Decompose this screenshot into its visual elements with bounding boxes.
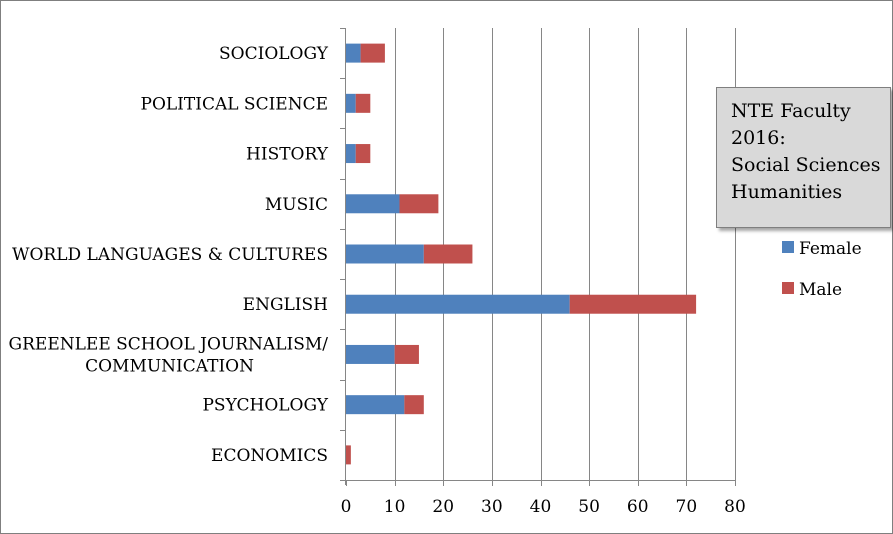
x-tick-label: 40 — [530, 497, 552, 517]
bar-female — [346, 194, 400, 214]
bar-male — [355, 93, 371, 113]
x-tick-label: 50 — [578, 497, 600, 517]
bar-female — [346, 93, 356, 113]
legend-label-male: Male — [799, 280, 842, 300]
x-tick-labels: 0 10 20 30 40 50 60 70 80 — [341, 497, 746, 517]
x-tick-label: 80 — [724, 497, 746, 517]
bars — [346, 43, 697, 465]
bar-male — [394, 344, 419, 364]
bar-male — [346, 445, 351, 465]
x-tick-label: 60 — [627, 497, 649, 517]
bar-female — [346, 43, 361, 63]
chart-title-line: NTE Faculty — [731, 100, 851, 122]
bar-female — [346, 144, 356, 164]
bar-female — [346, 294, 570, 314]
x-tick-label: 0 — [341, 497, 352, 517]
bar-male — [569, 294, 697, 314]
bar-female — [346, 344, 395, 364]
bar-male — [423, 244, 473, 264]
x-tick-label: 20 — [432, 497, 454, 517]
chart-title-line: Social Sciences — [731, 154, 881, 176]
bar-female — [346, 395, 405, 415]
chart-title-box: NTE Faculty 2016: Social Sciences Humani… — [716, 87, 891, 228]
x-tick-label: 10 — [384, 497, 406, 517]
category-label: ENGLISH — [243, 295, 328, 315]
legend: Female Male — [782, 239, 862, 300]
category-label: POLITICAL SCIENCE — [141, 94, 328, 114]
x-tick-label: 30 — [481, 497, 503, 517]
legend-label-female: Female — [799, 239, 862, 259]
bar-male — [355, 144, 371, 164]
x-tick-label: 70 — [676, 497, 698, 517]
chart-title-line: 2016: — [731, 127, 786, 149]
category-label: HISTORY — [246, 145, 329, 165]
legend-swatch-female — [782, 241, 794, 253]
category-label-line: COMMUNICATION — [85, 356, 254, 376]
category-label: ECONOMICS — [211, 446, 328, 466]
axes — [340, 28, 736, 486]
bar-male — [404, 395, 424, 415]
category-label: PSYCHOLOGY — [202, 396, 328, 416]
category-label: WORLD LANGUAGES & CULTURES — [12, 245, 328, 265]
bar-male — [360, 43, 385, 63]
category-label: SOCIOLOGY — [219, 44, 329, 64]
category-label: MUSIC — [265, 195, 328, 215]
bar-male — [399, 194, 439, 214]
category-labels: SOCIOLOGY POLITICAL SCIENCE HISTORY MUSIC WO… — [9, 44, 329, 466]
bar-female — [346, 244, 424, 264]
chart-title-line: Humanities — [731, 181, 843, 203]
category-label-line: GREENLEE SCHOOL JOURNALISM/ — [9, 334, 329, 354]
legend-swatch-male — [782, 282, 794, 294]
